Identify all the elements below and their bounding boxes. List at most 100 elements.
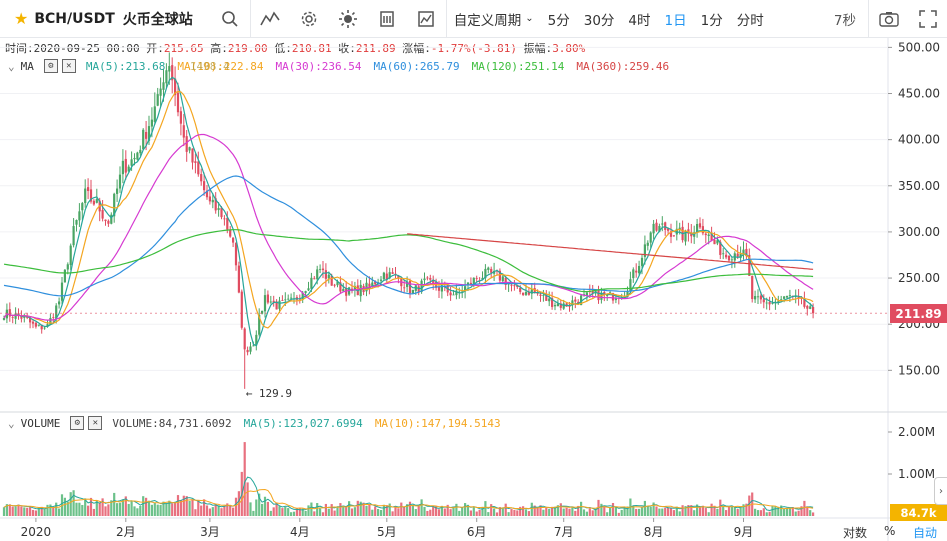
volume-bar-49 [145, 497, 148, 516]
candle-87 [255, 330, 258, 351]
price-tick-label-7: 150.00 [898, 363, 940, 377]
volume-bar-17 [52, 507, 55, 516]
auto-scale-button[interactable]: 自动 [913, 526, 938, 540]
volume-bar-155 [452, 506, 455, 516]
candle-body-30 [89, 189, 93, 202]
candle-body-264 [768, 302, 771, 305]
symbol-title[interactable]: ★ BCH/USDT 火币全球站 [0, 0, 193, 38]
candle-248 [722, 248, 725, 260]
settings-gear-icon[interactable] [290, 0, 329, 38]
fullscreen-icon[interactable] [908, 0, 947, 38]
scroll-right-icon[interactable]: › [934, 477, 947, 505]
volume-settings-gear-icon[interactable]: ⚙ [70, 416, 85, 430]
search-icon[interactable] [211, 0, 250, 38]
candle-body-80 [234, 242, 238, 266]
candle-body-57 [168, 66, 171, 72]
volume-bar-28 [84, 498, 87, 516]
candle-192 [559, 299, 562, 311]
candle-70 [205, 185, 209, 200]
volume-bar-261 [759, 510, 762, 516]
exchange-name: 火币全球站 [122, 11, 193, 28]
volume-bar-19 [58, 508, 61, 516]
volume-bar-40 [118, 502, 122, 516]
candle-255 [742, 241, 745, 260]
candle-body-232 [675, 228, 678, 235]
candle-body-40 [118, 174, 122, 189]
period-tab-4[interactable]: 1分 [700, 12, 723, 29]
candle-62 [182, 113, 185, 147]
candle-239 [696, 218, 699, 238]
volume-bar-100 [292, 511, 296, 516]
volume-bar-62 [182, 495, 185, 516]
candle-61 [179, 106, 182, 136]
time-tick-label-8: 9月 [734, 525, 754, 539]
camera-icon[interactable] [869, 0, 908, 38]
candle-body-95 [278, 300, 281, 309]
volume-bar-92 [269, 510, 272, 516]
collapse-chevron-icon[interactable]: ⌄ [8, 59, 15, 73]
volume-bar-67 [197, 500, 200, 516]
candle-42 [124, 150, 127, 180]
volume-bar-107 [313, 511, 316, 516]
period-tab-2[interactable]: 4时 [628, 12, 651, 29]
period-tab-0[interactable]: 5分 [547, 12, 570, 29]
candle-220 [640, 254, 644, 275]
candle-body-92 [269, 301, 272, 303]
volume-legend-item-1: MA(5):123,027.6994 [243, 416, 363, 430]
candle-body-35 [104, 219, 107, 222]
candle-71 [208, 188, 211, 205]
candle-249 [725, 251, 728, 260]
volume-bar-116 [339, 503, 342, 516]
volume-bar-45 [133, 506, 136, 516]
candle-body-93 [272, 300, 275, 303]
volume-close-icon[interactable]: ✕ [88, 416, 103, 430]
volume-bar-29 [87, 505, 90, 516]
theme-sun-icon[interactable] [329, 0, 368, 38]
candle-14 [43, 326, 46, 330]
candle-body-66 [194, 161, 197, 164]
candle-body-62 [182, 125, 185, 138]
candle-body-239 [696, 224, 699, 232]
log-scale-button[interactable]: 对数 [843, 526, 868, 540]
percent-scale-button[interactable]: % [884, 524, 896, 538]
candle-body-277 [806, 305, 809, 309]
candle-48 [142, 128, 145, 150]
candle-body-19 [58, 301, 61, 305]
volume-bar-183 [533, 505, 536, 516]
collapse-chevron-icon[interactable]: ⌄ [8, 416, 15, 430]
candle-20 [60, 277, 64, 307]
custom-period-dropdown[interactable]: 自定义周期 ⌄ [447, 0, 541, 38]
volume-legend-item-0: VOLUME:84,731.6092 [112, 416, 232, 430]
volume-bar-173 [504, 503, 507, 516]
favorite-star-icon[interactable]: ★ [14, 9, 29, 28]
candle-body-13 [40, 324, 43, 330]
volume-bar-230 [669, 507, 673, 516]
candle-body-12 [37, 324, 40, 326]
ma-settings-gear-icon[interactable]: ⚙ [43, 59, 58, 73]
indicator-icon[interactable] [251, 0, 290, 38]
volume-bar-51 [150, 504, 153, 516]
candle-60 [176, 82, 180, 117]
volume-bar-57 [168, 500, 171, 516]
volume-bar-270 [785, 508, 789, 516]
volume-bar-149 [435, 506, 438, 516]
volume-bar-279 [812, 512, 815, 516]
volume-bar-152 [443, 508, 446, 516]
volume-bar-170 [495, 512, 499, 516]
period-tab-5[interactable]: 分时 [736, 12, 764, 29]
candle-179 [522, 292, 525, 297]
chart-type-icon[interactable] [407, 0, 446, 38]
layout-icon[interactable] [368, 0, 407, 38]
candle-body-18 [55, 305, 58, 319]
period-tab-3[interactable]: 1日 [664, 12, 687, 29]
candle-body-199 [580, 295, 583, 306]
candle-154 [449, 286, 452, 301]
ma-close-icon[interactable]: ✕ [61, 59, 76, 73]
volume-bar-199 [580, 501, 583, 516]
candle-223 [649, 231, 652, 249]
candle-body-227 [661, 223, 664, 225]
volume-bar-202 [588, 508, 591, 516]
volume-bar-232 [675, 506, 678, 516]
period-tab-1[interactable]: 30分 [583, 12, 615, 29]
